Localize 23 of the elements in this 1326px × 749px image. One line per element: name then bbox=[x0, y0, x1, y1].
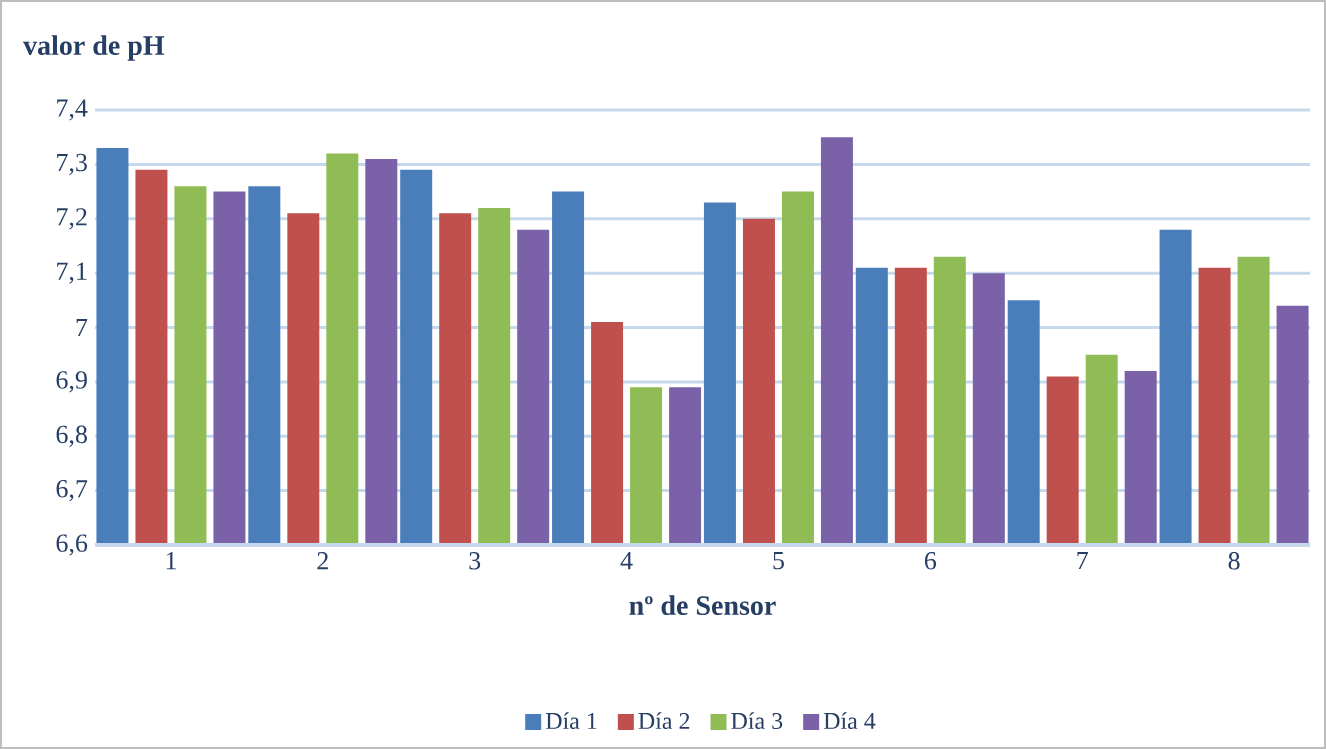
y-tick-label: 6,8 bbox=[56, 425, 87, 447]
chart-title: valor de pH bbox=[23, 35, 165, 61]
y-tick-label: 6,6 bbox=[56, 534, 88, 556]
legend-label: Día 3 bbox=[731, 712, 783, 730]
legend-label: Día 2 bbox=[638, 712, 690, 730]
x-tick-label: 3 bbox=[469, 552, 481, 570]
x-tick-label: 7 bbox=[1077, 552, 1088, 570]
y-tick-label: 7,4 bbox=[57, 99, 88, 121]
y-tick-label: 7,1 bbox=[57, 262, 87, 284]
y-tick-label: 6,7 bbox=[56, 480, 88, 502]
y-tick-label: 7,2 bbox=[57, 208, 87, 230]
x-tick-label: 5 bbox=[773, 552, 784, 570]
x-tick-label: 8 bbox=[1228, 552, 1240, 570]
x-tick-label: 4 bbox=[620, 552, 633, 570]
legend-label: Día 4 bbox=[823, 712, 876, 730]
y-tick-label: 7 bbox=[76, 318, 88, 337]
x-tick-label: 6 bbox=[924, 552, 937, 570]
x-tick-label: 1 bbox=[166, 552, 176, 570]
y-tick-label: 6,9 bbox=[56, 371, 87, 393]
x-axis-title: nº de Sensor bbox=[629, 595, 776, 616]
x-tick-label: 2 bbox=[317, 552, 328, 570]
legend-label: Día 1 bbox=[545, 712, 597, 730]
y-tick-label: 7,3 bbox=[57, 153, 87, 175]
